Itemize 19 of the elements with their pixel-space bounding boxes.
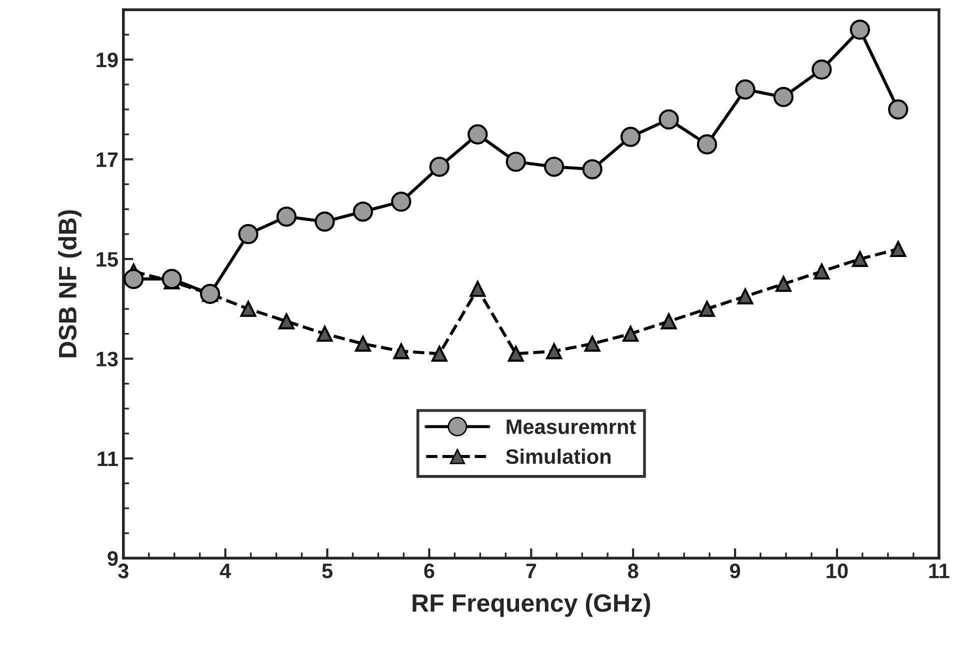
y-tick-label: 15 (96, 252, 118, 267)
x-tick-label: 9 (730, 564, 740, 578)
legend-label: Measuremrnt (506, 420, 636, 434)
x-tick-label: 11 (929, 564, 950, 578)
y-tick-label: 19 (96, 52, 118, 68)
x-tick-label: 5 (322, 564, 332, 578)
y-tick-label: 11 (98, 452, 118, 466)
x-tick-label: 3 (118, 564, 128, 578)
x-tick-label: 6 (424, 564, 434, 578)
y-tick-label: 9 (108, 551, 118, 566)
x-axis-title: RF Frequency (GHz) (412, 594, 650, 617)
x-tick-label: 7 (526, 564, 536, 578)
legend-label: Simulation (506, 448, 611, 464)
x-tick-label: 4 (220, 564, 232, 578)
y-axis-title: DSB NF (dB) (58, 210, 82, 358)
x-tick-label: 8 (628, 564, 638, 578)
x-tick-label: 10 (826, 564, 848, 578)
y-tick-label: 17 (96, 152, 118, 167)
y-tick-label: 13 (96, 352, 118, 367)
